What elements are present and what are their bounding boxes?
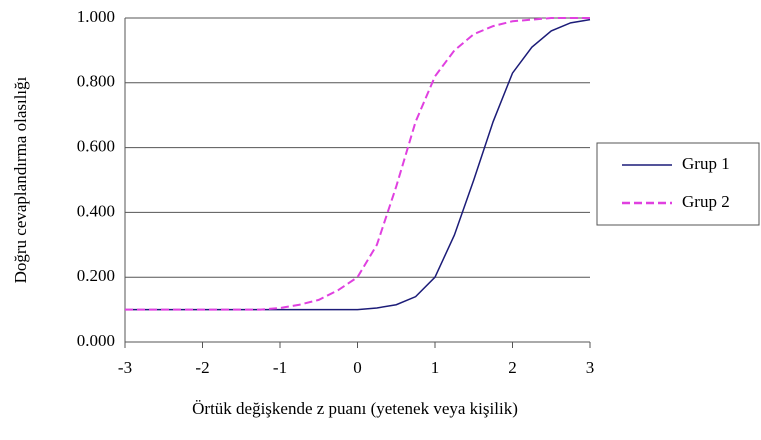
y-tick-label: 1.000 (77, 7, 115, 26)
y-tick-label: 0.400 (77, 201, 115, 220)
x-tick-label: -3 (118, 358, 132, 377)
legend-label: Grup 1 (682, 154, 730, 173)
y-tick-label: 0.600 (77, 137, 115, 156)
y-tick-label: 0.000 (77, 331, 115, 350)
y-tick-label: 0.200 (77, 266, 115, 285)
x-tick-label: 2 (508, 358, 517, 377)
y-tick-label: 0.800 (77, 72, 115, 91)
y-axis-label: Doğru cevaplandırma olasılığı (11, 76, 30, 283)
x-tick-label: -2 (195, 358, 209, 377)
legend-box (596, 142, 760, 226)
series-line (125, 18, 591, 311)
x-tick-label: 1 (431, 358, 440, 377)
series-line (125, 17, 590, 311)
x-tick-label: -1 (273, 358, 287, 377)
x-tick-label: 3 (586, 358, 595, 377)
x-axis-label: Örtük değişkende z puanı (yetenek veya k… (192, 399, 518, 418)
legend-label: Grup 2 (682, 192, 730, 211)
x-tick-label: 0 (353, 358, 362, 377)
